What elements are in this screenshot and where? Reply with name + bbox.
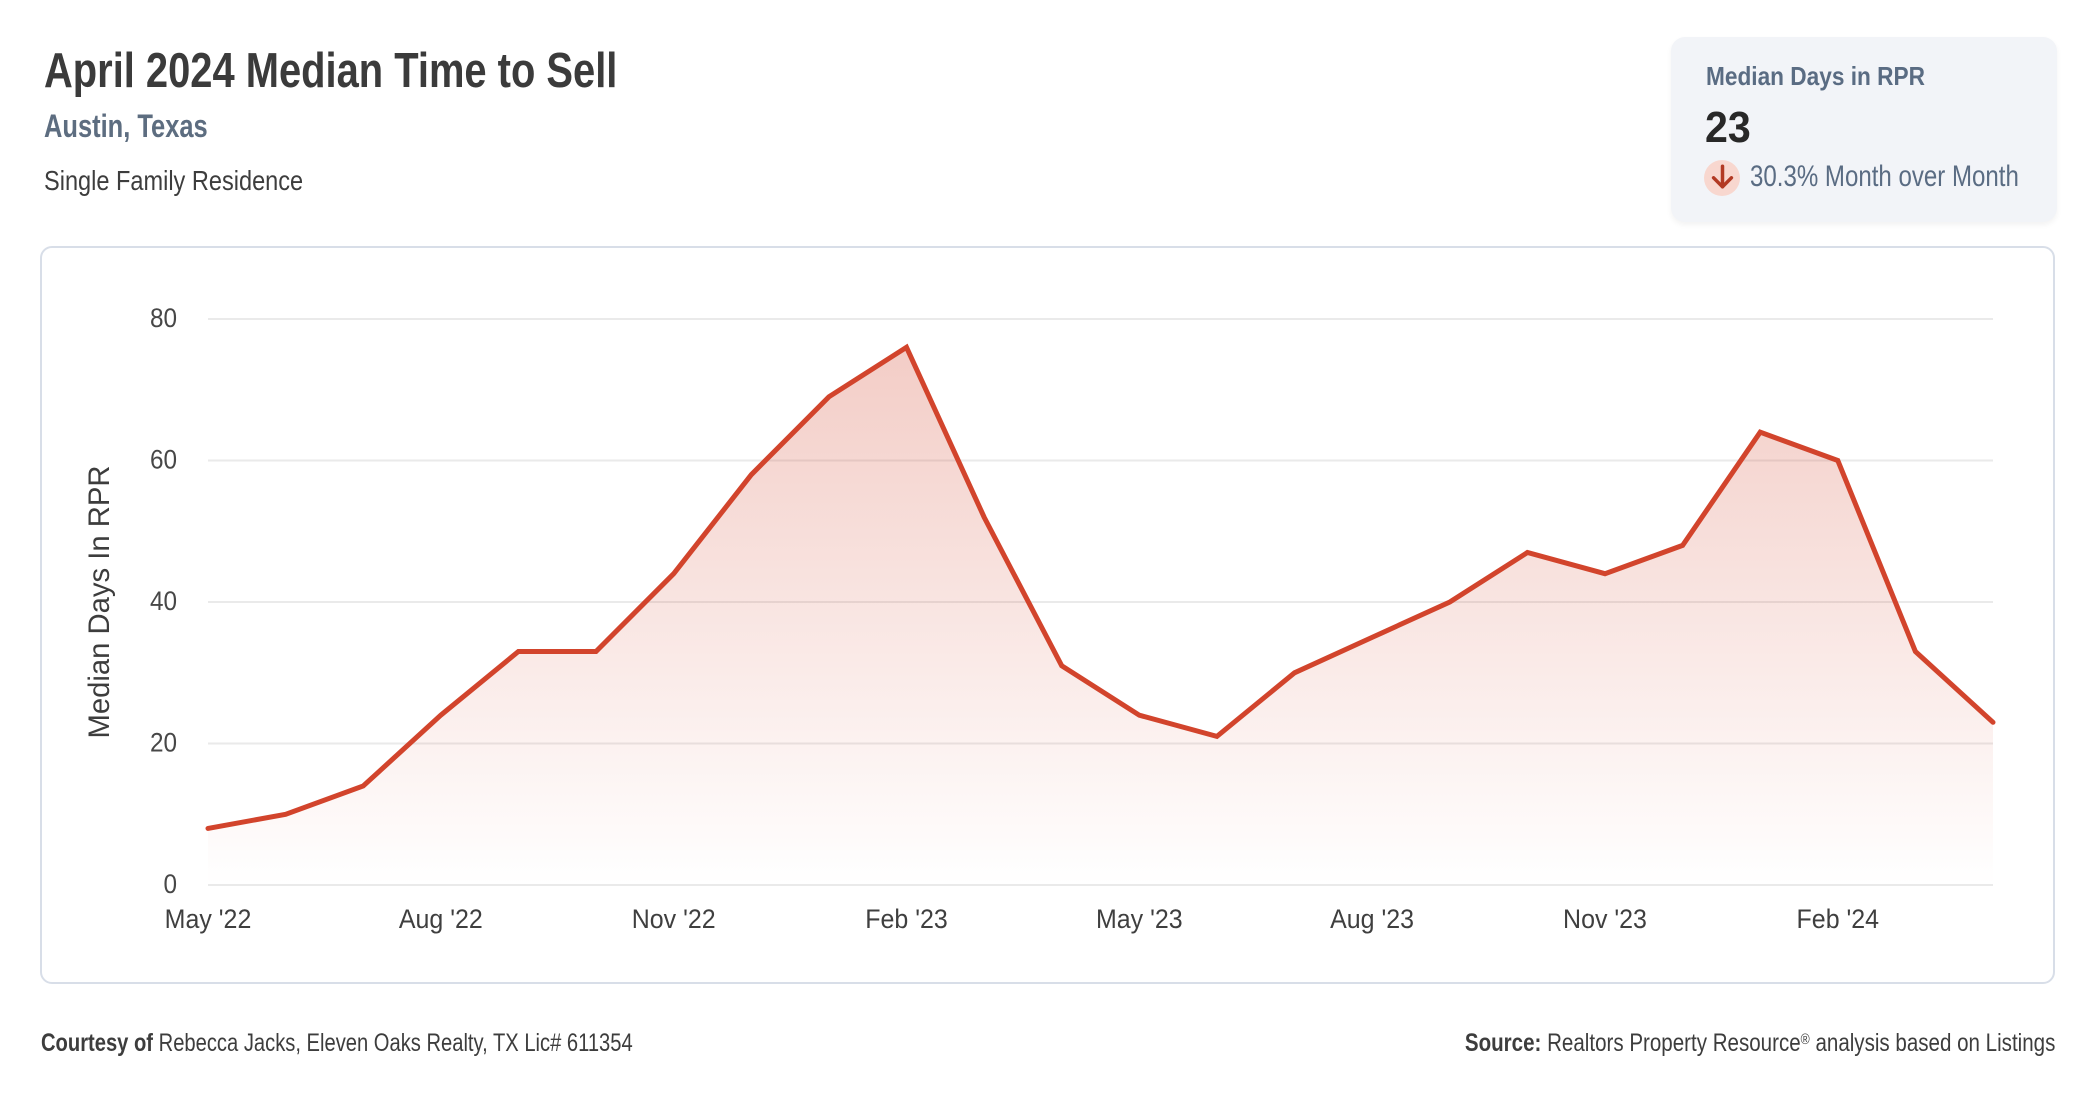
svg-text:Median Days In RPR: Median Days In RPR xyxy=(83,466,116,739)
svg-text:40: 40 xyxy=(150,587,177,616)
svg-text:60: 60 xyxy=(150,446,177,475)
svg-text:Nov '22: Nov '22 xyxy=(632,903,716,934)
svg-text:80: 80 xyxy=(150,304,177,333)
svg-text:Feb '24: Feb '24 xyxy=(1797,903,1880,934)
svg-text:Nov '23: Nov '23 xyxy=(1563,903,1647,934)
svg-text:May '22: May '22 xyxy=(165,903,252,934)
svg-text:Feb '23: Feb '23 xyxy=(865,903,948,934)
svg-text:Aug '23: Aug '23 xyxy=(1330,903,1414,934)
svg-text:20: 20 xyxy=(150,729,177,758)
svg-text:0: 0 xyxy=(163,870,177,899)
svg-text:May '23: May '23 xyxy=(1096,903,1183,934)
svg-text:Aug '22: Aug '22 xyxy=(399,903,483,934)
